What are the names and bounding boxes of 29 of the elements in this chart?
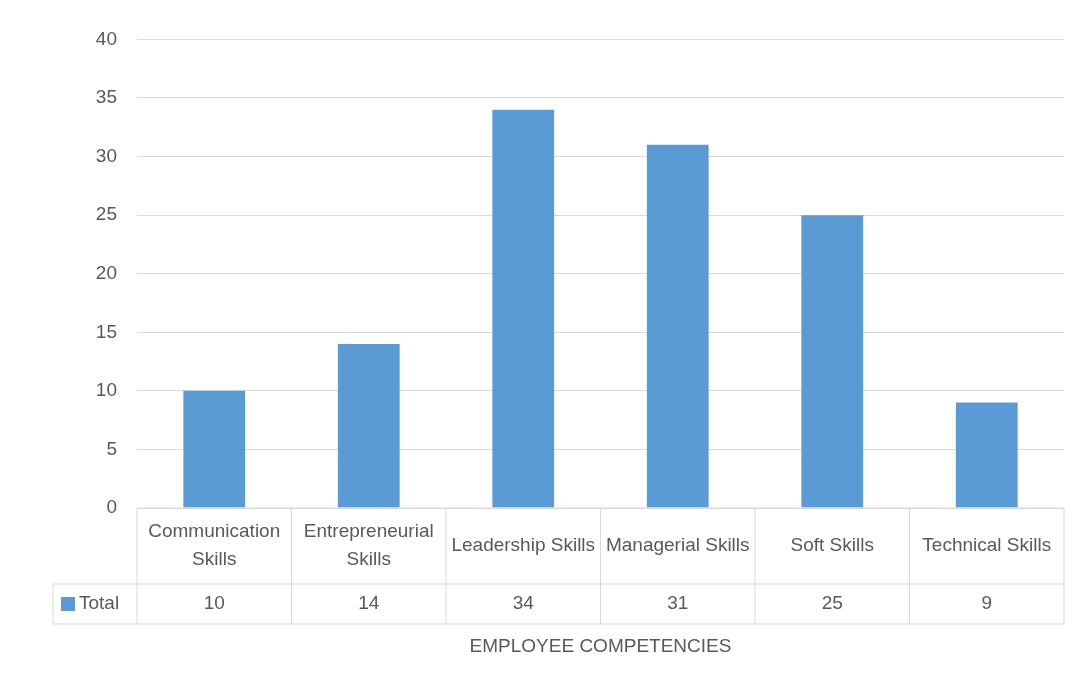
- x-tick-label: Technical Skills: [922, 534, 1052, 556]
- legend-label: Total: [79, 592, 120, 614]
- y-tick-label: 5: [106, 437, 117, 459]
- bar: [492, 109, 555, 508]
- bar: [955, 402, 1018, 508]
- y-tick-label: 40: [95, 27, 117, 49]
- y-tick-label: 25: [95, 203, 117, 225]
- bar: [183, 390, 246, 508]
- bar: [646, 144, 709, 508]
- bar: [337, 343, 400, 508]
- data-label: 31: [667, 592, 689, 614]
- y-tick-label: 10: [95, 379, 117, 401]
- y-tick-label: 0: [106, 496, 117, 518]
- data-label: 34: [512, 592, 535, 614]
- data-label: 10: [203, 592, 225, 614]
- y-tick-label: 15: [95, 320, 117, 342]
- x-tick-label: Soft Skills: [790, 534, 874, 556]
- data-label: 25: [821, 592, 843, 614]
- data-label: 14: [358, 592, 380, 614]
- x-tick-label: Communication Skills: [148, 520, 281, 570]
- y-tick-label: 30: [95, 144, 117, 166]
- y-tick-label: 20: [95, 261, 117, 283]
- x-tick-label: Entrepreneurial Skills: [303, 520, 434, 570]
- bar: [801, 215, 864, 508]
- data-label: 9: [981, 592, 993, 614]
- y-tick-label: 35: [95, 86, 117, 108]
- x-tick-label: Managerial Skills: [605, 534, 750, 556]
- x-axis-title: EMPLOYEE COMPETENCIES: [469, 634, 732, 656]
- x-tick-label: Leadership Skills: [451, 534, 596, 556]
